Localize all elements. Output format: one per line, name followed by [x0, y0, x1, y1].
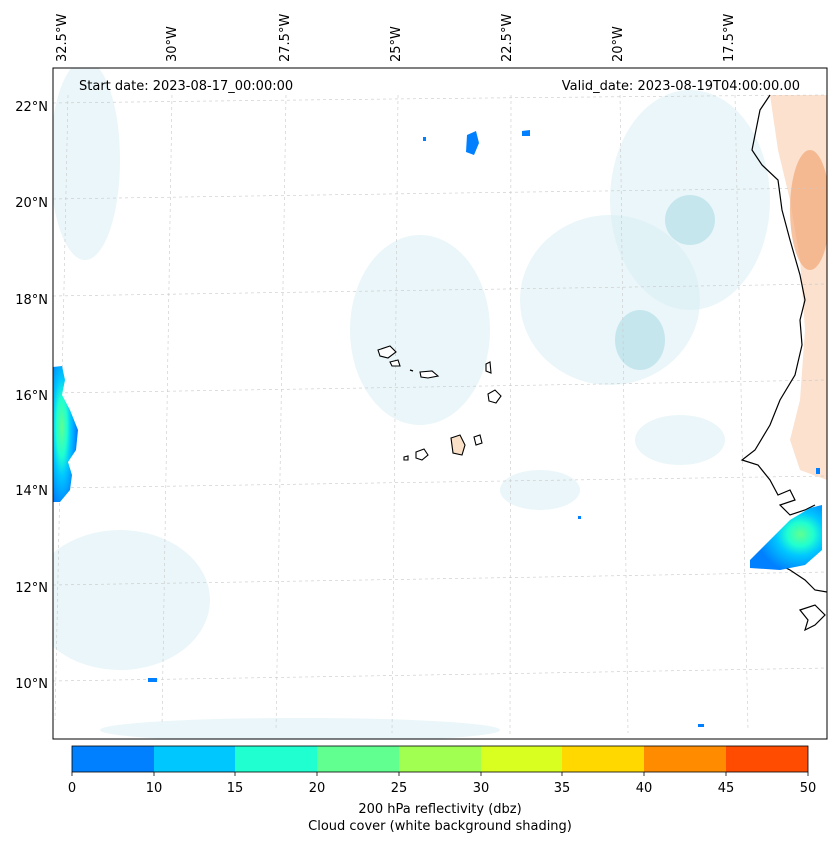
colorbar-tick: 25 [391, 781, 408, 796]
colorbar-segment [154, 746, 236, 772]
coastline [740, 94, 816, 516]
lon-label: 25°W [389, 26, 404, 62]
longitude-labels: 32.5°W 30°W 27.5°W 25°W 22.5°W 20°W 17.5… [55, 14, 737, 62]
colorbar-segment [726, 746, 808, 772]
lat-label: 22°N [15, 100, 48, 115]
colorbar-tick: 10 [146, 781, 163, 796]
colorbar-segment [644, 746, 726, 772]
lat-label: 18°N [15, 293, 48, 308]
colorbar-segment [481, 746, 563, 772]
colorbar-tick: 15 [227, 781, 244, 796]
colorbar-tick: 30 [473, 781, 490, 796]
lat-label: 16°N [15, 389, 48, 404]
colorbar-tick: 35 [554, 781, 571, 796]
colorbar-segment [235, 746, 317, 772]
colorbar-segment [399, 746, 481, 772]
colorbar-tick: 50 [800, 781, 817, 796]
lon-label: 20°W [611, 26, 626, 62]
lon-label: 17.5°W [722, 14, 737, 62]
cape-verde-islands [377, 345, 502, 461]
latitude-labels: 22°N 20°N 18°N 16°N 14°N 12°N 10°N [15, 100, 48, 692]
colorbar-tick: 45 [718, 781, 735, 796]
lat-label: 20°N [15, 196, 48, 211]
lat-label: 10°N [15, 677, 48, 692]
colorbar-tick: 40 [636, 781, 653, 796]
colorbar-segment [562, 746, 644, 772]
lon-label: 22.5°W [500, 14, 515, 62]
start-date-label: Start date: 2023-08-17_00:00:00 [79, 79, 294, 94]
lat-label: 12°N [15, 581, 48, 596]
lon-label: 30°W [165, 26, 180, 62]
lon-label: 27.5°W [278, 14, 293, 62]
colorbar-tick: 0 [68, 781, 76, 796]
lon-label: 32.5°W [55, 14, 70, 62]
lat-label: 14°N [15, 484, 48, 499]
reflectivity-field [53, 130, 822, 727]
colorbar-segment [317, 746, 399, 772]
colorbar-title: 200 hPa reflectivity (dbz) [358, 802, 522, 817]
colorbar-subtitle: Cloud cover (white background shading) [308, 819, 572, 834]
colorbar: 0 10 15 20 25 30 35 40 45 50 [68, 745, 817, 796]
colorbar-tick: 20 [309, 781, 326, 796]
valid-date-label: Valid_date: 2023-08-19T04:00:00.00 [561, 79, 800, 94]
colorbar-segment [72, 746, 154, 772]
